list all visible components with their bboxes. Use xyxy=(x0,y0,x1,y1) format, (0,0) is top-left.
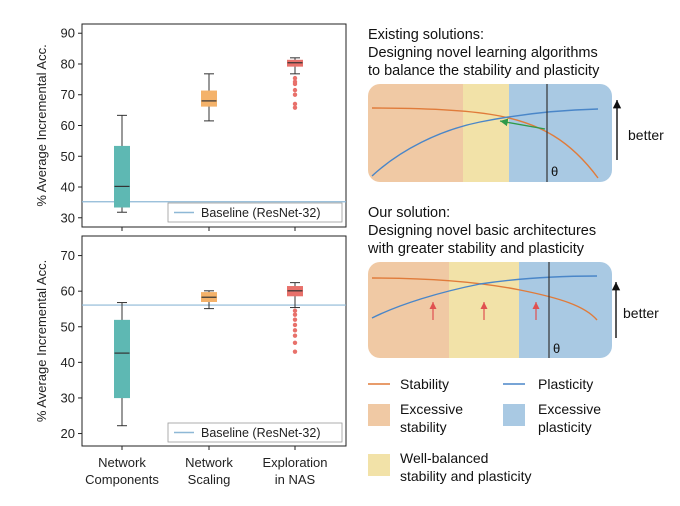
outlier-point xyxy=(292,328,298,333)
y-axis-label: % Average Incremental Acc. xyxy=(34,260,49,422)
top-boxplot-panel: 30 40 50 60 70 80 90 % Average Incremental Acc.… xyxy=(34,23,347,231)
x-category-label: Network xyxy=(98,455,146,470)
balanced-swatch xyxy=(368,454,390,476)
outlier-point xyxy=(292,92,298,97)
excessive-plasticity-label-2: plasticity xyxy=(538,419,592,435)
legend: Stability Plasticity Excessive stability… xyxy=(368,376,601,484)
x-category-label: Network xyxy=(185,455,233,470)
outlier-point xyxy=(292,333,298,338)
baseline-legend-box xyxy=(167,202,343,223)
box xyxy=(114,319,130,399)
baseline-legend-label: Baseline (ResNet-32) xyxy=(201,206,321,220)
right-diagram: Existing solutions: Designing novel lear… xyxy=(367,27,664,484)
baseline-legend-box xyxy=(167,422,343,443)
y-tick-label: 70 xyxy=(61,248,75,263)
outlier-point xyxy=(292,87,298,93)
balanced-region xyxy=(463,84,509,182)
existing-diagram: θ better xyxy=(368,84,664,182)
y-tick-label: 60 xyxy=(61,284,75,299)
outlier-point xyxy=(292,317,298,322)
bottom-boxplot-panel: 20 30 40 50 60 70 % Average Incremental Acc. Ba… xyxy=(34,235,347,450)
plasticity-curve xyxy=(371,108,599,177)
existing-line-1: Designing novel learning algorithms xyxy=(368,45,598,61)
theta-label-2: θ xyxy=(553,341,560,356)
outlier-point xyxy=(292,312,298,317)
excessive-stability-swatch xyxy=(368,404,390,426)
outlier-point xyxy=(292,340,298,345)
excessive-stability-region-2 xyxy=(368,262,449,358)
balanced-label-2: stability and plasticity xyxy=(400,468,532,484)
x-category-label: in NAS xyxy=(275,472,316,487)
outlier-point xyxy=(292,349,298,354)
y-tick-label: 30 xyxy=(61,210,75,225)
x-category-label: Components xyxy=(85,472,159,487)
outlier-point xyxy=(292,101,298,107)
plasticity-legend-label: Plasticity xyxy=(538,376,593,392)
stability-legend-label: Stability xyxy=(400,376,449,392)
better-label-top: better xyxy=(628,127,664,143)
existing-title: Existing solutions: xyxy=(368,27,484,43)
outlier-point xyxy=(292,75,298,81)
excessive-plasticity-region xyxy=(509,84,612,182)
existing-line-2: to balance the stability and plasticity xyxy=(368,63,600,79)
y-tick-label: 50 xyxy=(61,319,75,334)
y-tick-label: 80 xyxy=(61,56,75,71)
stability-curve-2 xyxy=(371,277,598,321)
excessive-plasticity-swatch xyxy=(503,404,525,426)
x-category-labels: Network Components Network Scaling Explorati… xyxy=(85,455,327,487)
box xyxy=(201,90,217,107)
our-line-2: with greater stability and plasticity xyxy=(367,241,585,257)
outlier-point xyxy=(292,81,298,87)
baseline-legend-label: Baseline (ResNet-32) xyxy=(201,426,321,440)
y-tick-label: 40 xyxy=(61,355,75,370)
plot-frame xyxy=(81,235,347,447)
outlier-point xyxy=(292,308,298,313)
our-title: Our solution: xyxy=(368,205,450,221)
outlier-point xyxy=(292,105,298,110)
x-category-label: Exploration xyxy=(262,455,327,470)
y-tick-label: 40 xyxy=(61,180,75,195)
balanced-label-1: Well-balanced xyxy=(400,450,488,466)
y-tick-label: 70 xyxy=(61,87,75,102)
y-tick-label: 30 xyxy=(61,390,75,405)
excessive-stability-label-1: Excessive xyxy=(400,401,463,417)
y-tick-label: 20 xyxy=(61,426,75,441)
our-line-1: Designing novel basic architectures xyxy=(368,223,596,239)
our-diagram: θ better xyxy=(368,262,659,358)
outlier-point xyxy=(292,322,298,328)
y-tick-label: 90 xyxy=(61,26,75,41)
stability-curve xyxy=(371,107,599,179)
y-axis-label: % Average Incremental Acc. xyxy=(34,44,49,206)
plasticity-curve-2 xyxy=(371,275,598,319)
y-tick-label: 60 xyxy=(61,118,75,133)
excessive-stability-label-2: stability xyxy=(400,419,447,435)
y-tick-label: 50 xyxy=(61,149,75,164)
balance-arrow xyxy=(499,118,546,130)
box xyxy=(114,145,130,208)
x-category-label: Scaling xyxy=(188,472,231,487)
excessive-plasticity-label-1: Excessive xyxy=(538,401,601,417)
theta-label: θ xyxy=(551,164,558,179)
better-label-bottom: better xyxy=(623,305,659,321)
